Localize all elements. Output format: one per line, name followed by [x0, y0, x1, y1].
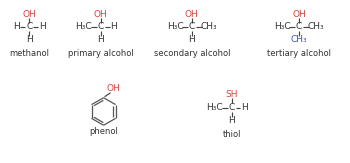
Text: C: C — [97, 22, 104, 31]
Text: OH: OH — [185, 10, 199, 19]
Text: H: H — [26, 35, 33, 44]
Text: OH: OH — [22, 10, 36, 19]
Text: H₃C: H₃C — [206, 103, 223, 112]
Text: C: C — [296, 22, 302, 31]
Text: H: H — [189, 35, 195, 44]
Text: OH: OH — [292, 10, 306, 19]
Text: H₃C: H₃C — [75, 22, 92, 31]
Text: H: H — [97, 35, 104, 44]
Text: CH₃: CH₃ — [291, 35, 307, 44]
Text: secondary alcohol: secondary alcohol — [154, 49, 230, 58]
Text: H: H — [39, 22, 46, 31]
Text: C: C — [229, 103, 235, 112]
Text: SH: SH — [225, 90, 238, 99]
Text: C: C — [189, 22, 195, 31]
Text: H₃C: H₃C — [167, 22, 183, 31]
Text: OH: OH — [107, 84, 120, 93]
Text: CH₃: CH₃ — [308, 22, 324, 31]
Text: H₃C: H₃C — [274, 22, 290, 31]
Text: methanol: methanol — [9, 49, 49, 58]
Text: primary alcohol: primary alcohol — [68, 49, 133, 58]
Text: phenol: phenol — [89, 127, 118, 136]
Text: OH: OH — [94, 10, 107, 19]
Text: H: H — [228, 116, 235, 125]
Text: tertiary alcohol: tertiary alcohol — [267, 49, 331, 58]
Text: thiol: thiol — [222, 130, 241, 139]
Text: H: H — [110, 22, 117, 31]
Text: H: H — [13, 22, 20, 31]
Text: C: C — [26, 22, 32, 31]
Text: H: H — [241, 103, 248, 112]
Text: CH₃: CH₃ — [201, 22, 217, 31]
